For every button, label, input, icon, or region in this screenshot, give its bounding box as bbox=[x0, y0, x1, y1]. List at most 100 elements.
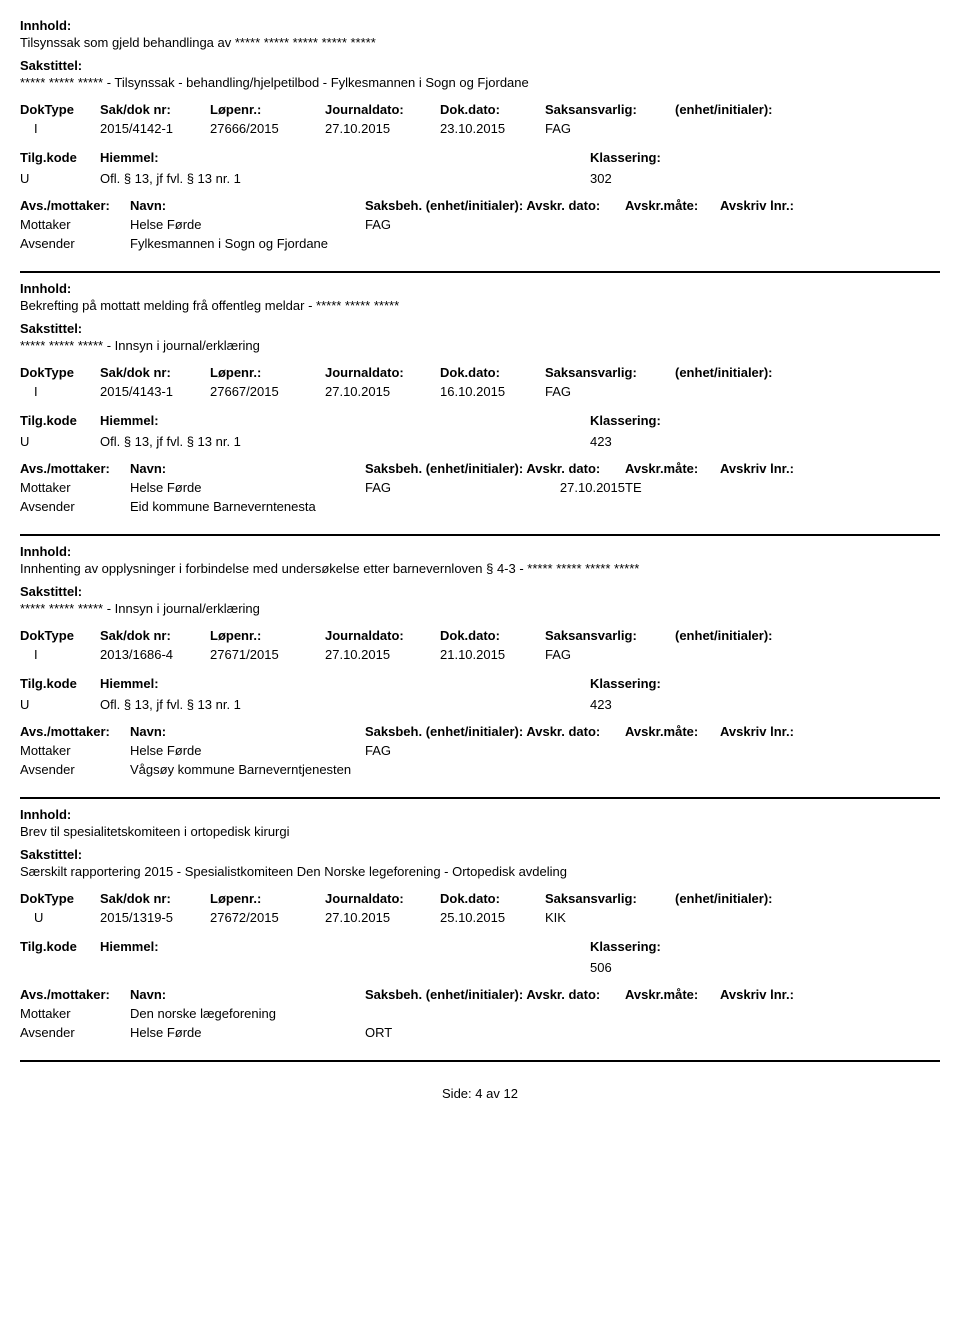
avsmottaker-label: Avs./mottaker: bbox=[20, 461, 130, 476]
avsender-row: AvsenderHelse FørdeORT bbox=[20, 1025, 940, 1040]
klassering-label: Klassering: bbox=[590, 150, 940, 165]
party-header-row: Avs./mottaker:Navn:Saksbeh. (enhet/initi… bbox=[20, 198, 940, 213]
meta-value-cell: 2015/4142-1 bbox=[100, 121, 210, 136]
mottaker-label: Mottaker bbox=[20, 1006, 130, 1021]
journal-entry: Innhold:Bekrefting på mottatt melding fr… bbox=[20, 281, 940, 536]
blank bbox=[400, 960, 590, 975]
hjemmel-value-row: UOfl. § 13, jf fvl. § 13 nr. 1302 bbox=[20, 171, 940, 186]
blank bbox=[820, 724, 940, 739]
navn-label: Navn: bbox=[130, 198, 365, 213]
innhold-text: Tilsynssak som gjeld behandlinga av ****… bbox=[20, 35, 940, 50]
avsender-label: Avsender bbox=[20, 236, 130, 251]
spacer bbox=[20, 616, 940, 624]
mottaker-saksbeh: FAG27.10.2015 bbox=[365, 480, 625, 495]
sakstittel-text: ***** ***** ***** - Tilsynssak - behandl… bbox=[20, 75, 940, 90]
klassering-label: Klassering: bbox=[590, 939, 940, 954]
hjemmel-value bbox=[100, 960, 400, 975]
meta-header-row: DokTypeSak/dok nr:Løpenr.:Journaldato:Do… bbox=[20, 628, 940, 643]
meta-header-row: DokTypeSak/dok nr:Løpenr.:Journaldato:Do… bbox=[20, 365, 940, 380]
meta-value-cell: 27667/2015 bbox=[210, 384, 325, 399]
meta-header-cell: (enhet/initialer): bbox=[675, 628, 940, 643]
navn-label: Navn: bbox=[130, 987, 365, 1002]
avskrivlnr-label: Avskriv lnr.: bbox=[720, 198, 820, 213]
meta-value-cell: 2015/4143-1 bbox=[100, 384, 210, 399]
blank bbox=[625, 499, 720, 514]
meta-header-row: DokTypeSak/dok nr:Løpenr.:Journaldato:Do… bbox=[20, 102, 940, 117]
avsmottaker-label: Avs./mottaker: bbox=[20, 987, 130, 1002]
blank bbox=[720, 480, 820, 495]
meta-value-cell: 2015/1319-5 bbox=[100, 910, 210, 925]
avsender-label: Avsender bbox=[20, 499, 130, 514]
meta-header-cell: Journaldato: bbox=[325, 891, 440, 906]
meta-header-cell: Saksansvarlig: bbox=[545, 102, 675, 117]
meta-header-cell: (enhet/initialer): bbox=[675, 365, 940, 380]
sakstittel-text: ***** ***** ***** - Innsyn i journal/erk… bbox=[20, 338, 940, 353]
meta-value-cell: FAG bbox=[545, 647, 675, 662]
avsender-row: AvsenderVågsøy kommune Barneverntjeneste… bbox=[20, 762, 940, 777]
blank bbox=[625, 1025, 720, 1040]
avskrivlnr-label: Avskriv lnr.: bbox=[720, 987, 820, 1002]
blank bbox=[820, 217, 940, 232]
meta-header-cell: Løpenr.: bbox=[210, 628, 325, 643]
klassering-value: 302 bbox=[590, 171, 940, 186]
blank bbox=[720, 499, 820, 514]
meta-value-cell: 25.10.2015 bbox=[440, 910, 545, 925]
mottaker-navn: Den norske lægeforening bbox=[130, 1006, 365, 1021]
blank bbox=[400, 171, 590, 186]
mottaker-row: MottakerDen norske lægeforening bbox=[20, 1006, 940, 1021]
meta-header-cell: Sak/dok nr: bbox=[100, 102, 210, 117]
meta-value-cell: 23.10.2015 bbox=[440, 121, 545, 136]
blank bbox=[820, 743, 940, 758]
avskrmate-label: Avskr.måte: bbox=[625, 461, 720, 476]
blank bbox=[625, 762, 720, 777]
avskrmate-label: Avskr.måte: bbox=[625, 987, 720, 1002]
avsender-saksbeh bbox=[365, 499, 625, 514]
klassering-value: 423 bbox=[590, 697, 940, 712]
avskrivlnr-label: Avskriv lnr.: bbox=[720, 461, 820, 476]
mottaker-navn: Helse Førde bbox=[130, 217, 365, 232]
avsender-saksbeh bbox=[365, 236, 625, 251]
spacer bbox=[20, 975, 940, 983]
blank bbox=[400, 150, 590, 165]
mottaker-label: Mottaker bbox=[20, 217, 130, 232]
navn-label: Navn: bbox=[130, 461, 365, 476]
blank bbox=[720, 217, 820, 232]
sakstittel-label: Sakstittel: bbox=[20, 584, 940, 599]
mottaker-saksbeh-code: FAG bbox=[365, 743, 625, 758]
avsender-label: Avsender bbox=[20, 1025, 130, 1040]
meta-value-cell: 27.10.2015 bbox=[325, 910, 440, 925]
avskr-mate: TE bbox=[625, 480, 720, 495]
hjemmel-label: Hiemmel: bbox=[100, 676, 400, 691]
meta-header-cell: Løpenr.: bbox=[210, 365, 325, 380]
mottaker-saksbeh bbox=[365, 1006, 625, 1021]
mottaker-saksbeh-code: FAG bbox=[365, 480, 560, 495]
spacer bbox=[20, 136, 940, 144]
hjemmel-header-row: Tilg.kodeHiemmel:Klassering: bbox=[20, 676, 940, 691]
footer-total: 12 bbox=[504, 1086, 518, 1101]
sakstittel-label: Sakstittel: bbox=[20, 58, 940, 73]
meta-header-cell: Sak/dok nr: bbox=[100, 891, 210, 906]
mottaker-row: MottakerHelse FørdeFAG27.10.2015TE bbox=[20, 480, 940, 495]
avskrmate-label: Avskr.måte: bbox=[625, 198, 720, 213]
hjemmel-label: Hiemmel: bbox=[100, 939, 400, 954]
tilgkode-value: U bbox=[20, 697, 100, 712]
meta-value-cell: U bbox=[20, 910, 100, 925]
meta-value-cell: I bbox=[20, 384, 100, 399]
avskr-dato: 27.10.2015 bbox=[560, 480, 625, 495]
party-header-row: Avs./mottaker:Navn:Saksbeh. (enhet/initi… bbox=[20, 987, 940, 1002]
blank bbox=[400, 413, 590, 428]
meta-value-cell: FAG bbox=[545, 384, 675, 399]
mottaker-row: MottakerHelse FørdeFAG bbox=[20, 217, 940, 232]
avsender-row: AvsenderEid kommune Barneverntenesta bbox=[20, 499, 940, 514]
innhold-label: Innhold: bbox=[20, 281, 940, 296]
blank bbox=[400, 939, 590, 954]
avsmottaker-label: Avs./mottaker: bbox=[20, 198, 130, 213]
avsender-navn: Vågsøy kommune Barneverntjenesten bbox=[130, 762, 365, 777]
party-header-row: Avs./mottaker:Navn:Saksbeh. (enhet/initi… bbox=[20, 724, 940, 739]
meta-header-cell: DokType bbox=[20, 102, 100, 117]
meta-value-cell: 27.10.2015 bbox=[325, 121, 440, 136]
blank bbox=[400, 697, 590, 712]
blank bbox=[720, 1006, 820, 1021]
innhold-text: Brev til spesialitetskomiteen i ortopedi… bbox=[20, 824, 940, 839]
sakstittel-label: Sakstittel: bbox=[20, 847, 940, 862]
